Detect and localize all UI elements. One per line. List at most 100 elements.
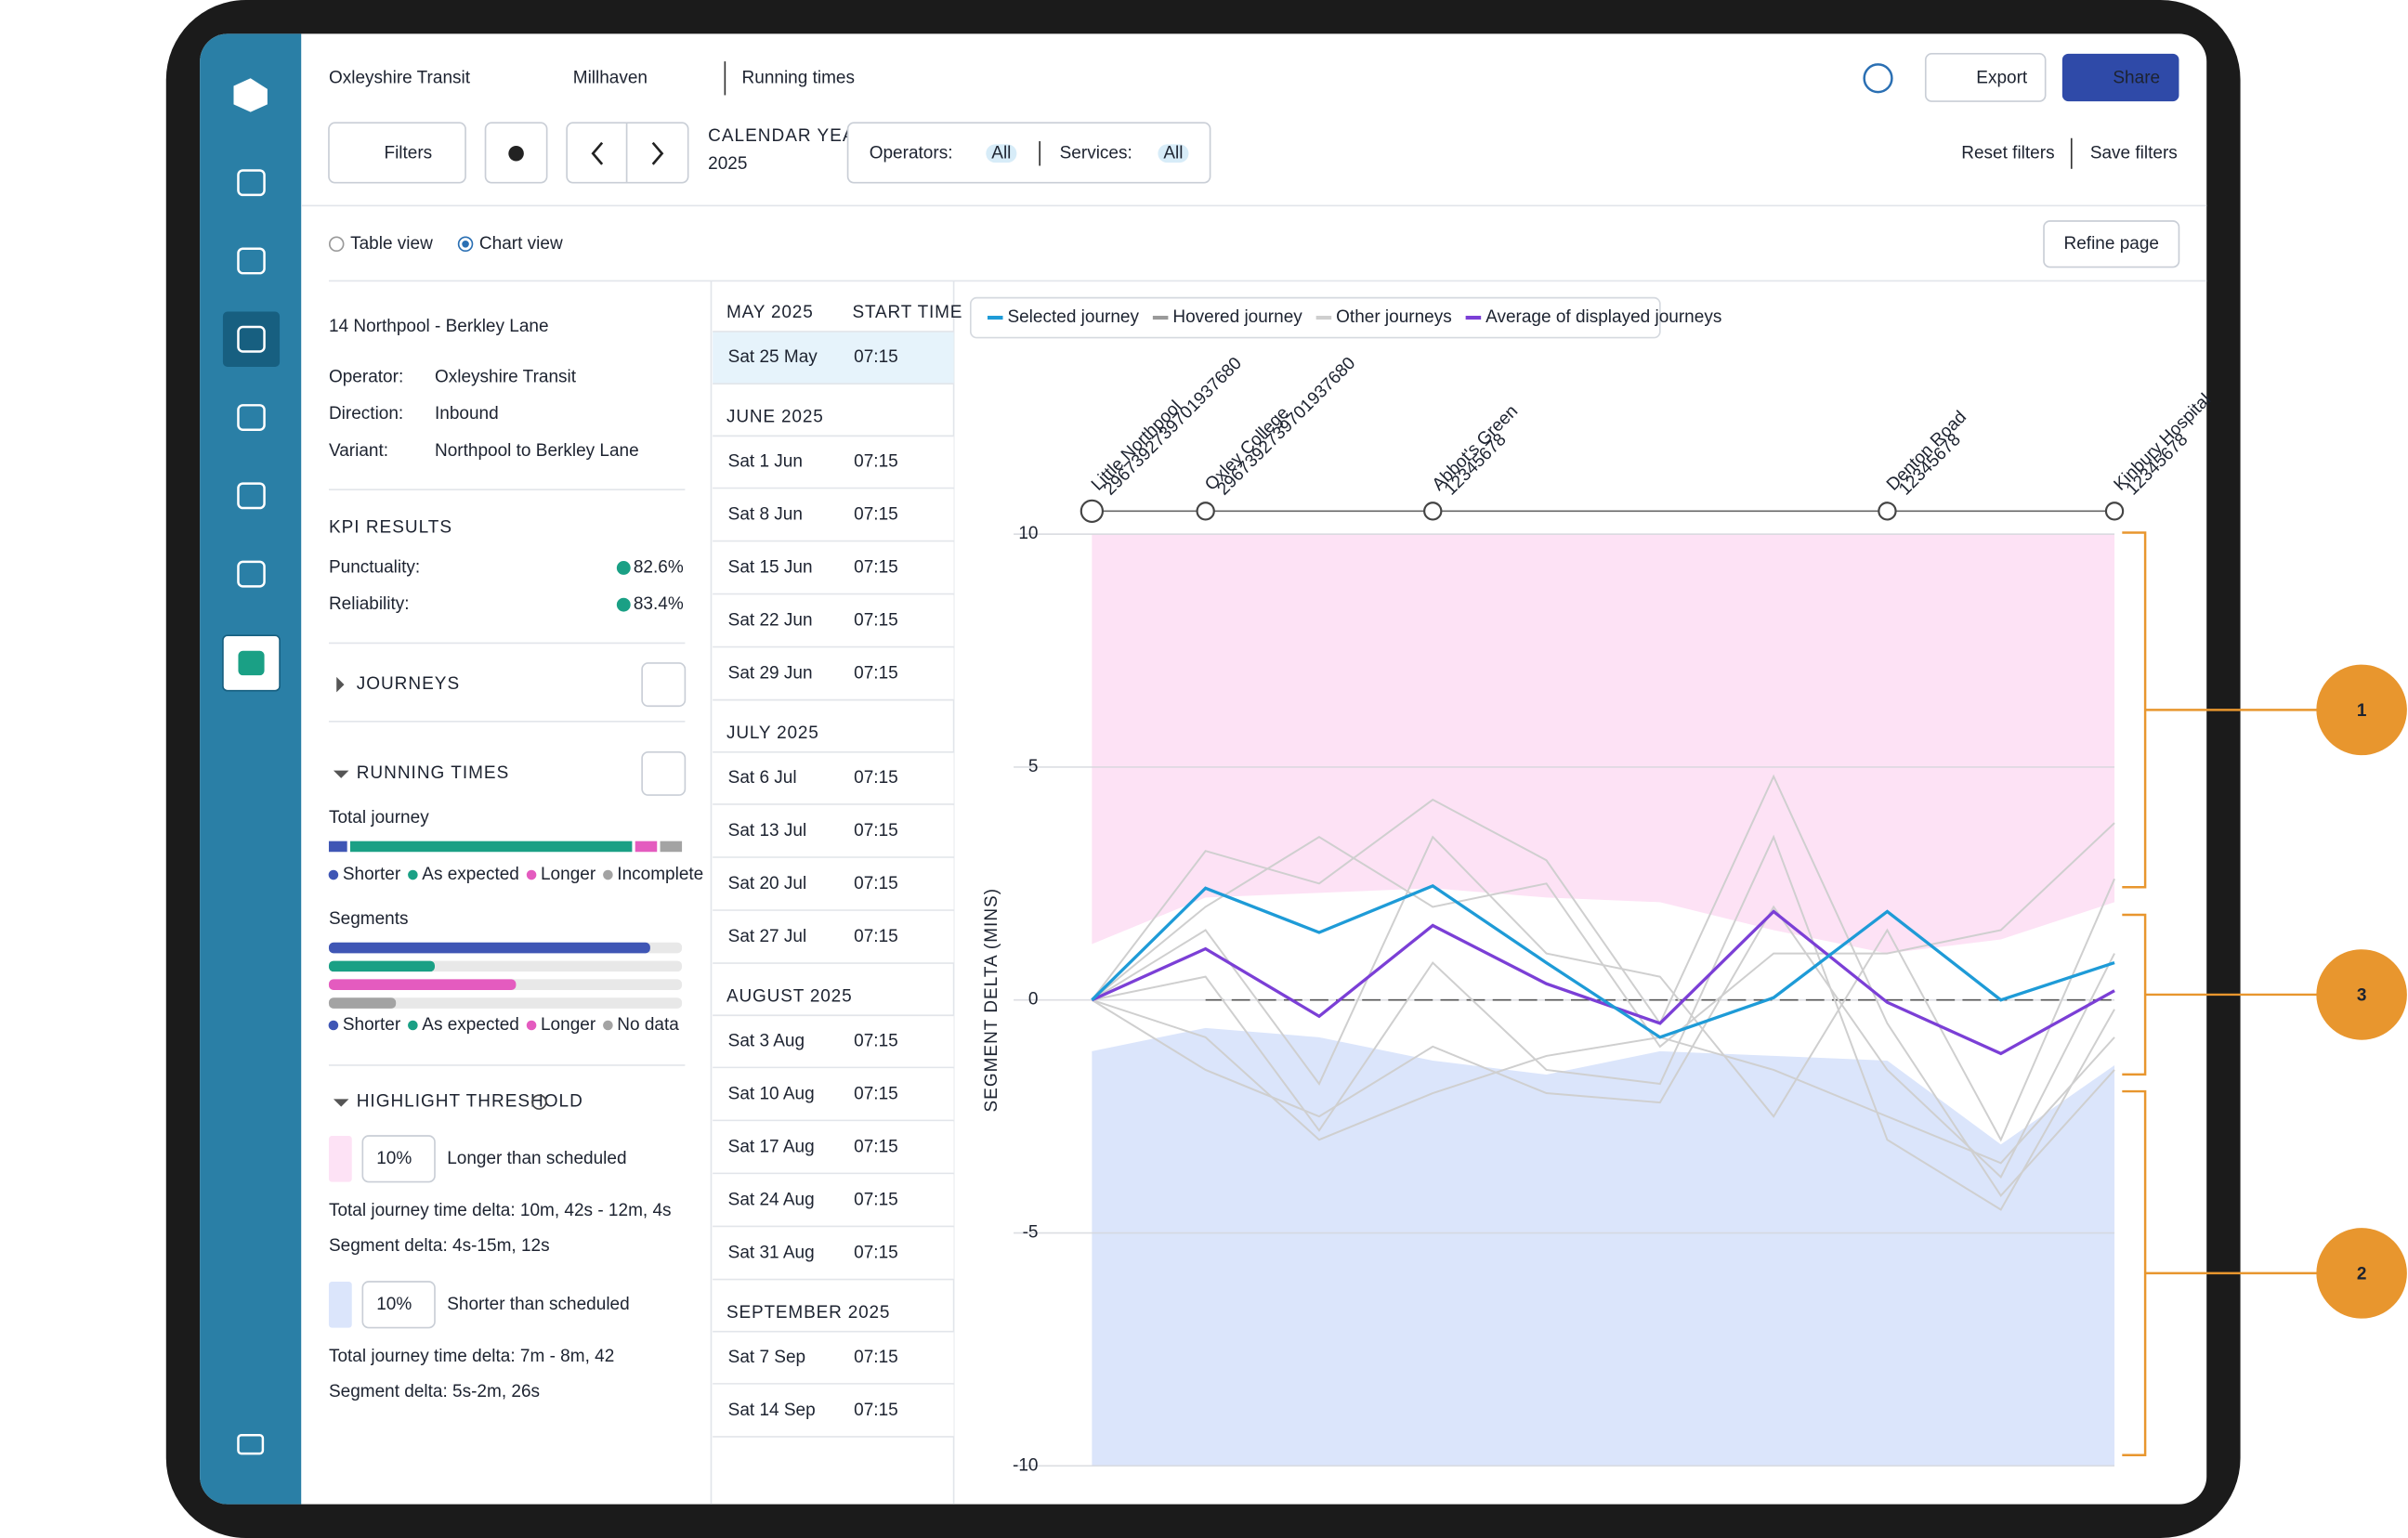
- stop-marker[interactable]: [1878, 502, 1897, 521]
- detail-value: Inbound: [435, 404, 499, 424]
- route-title: 14 Northpool - Berkley Lane: [329, 317, 549, 336]
- chart-view-option[interactable]: Chart view: [479, 234, 563, 254]
- collapse-icon[interactable]: [333, 1099, 349, 1107]
- threshold-input[interactable]: [361, 1281, 436, 1329]
- trip-row[interactable]: [713, 1331, 954, 1384]
- section-title: RUNNING TIMES: [357, 763, 510, 783]
- trip-time: 07:15: [854, 1401, 898, 1420]
- month-header: JULY 2025: [726, 723, 819, 743]
- prev-icon[interactable]: [591, 141, 604, 165]
- trip-row[interactable]: [713, 751, 954, 805]
- total-bar-segment: [328, 841, 347, 853]
- legend-label: Other journeys: [1336, 307, 1452, 327]
- sidebar: [200, 33, 302, 1505]
- trip-row[interactable]: [713, 541, 954, 594]
- nav-icon[interactable]: [237, 482, 266, 510]
- legend-label: Shorter: [343, 1015, 401, 1035]
- trip-row[interactable]: [713, 804, 954, 858]
- trip-date: Sat 7 Sep: [728, 1348, 805, 1367]
- threshold-swatch: [328, 1282, 352, 1328]
- trip-row[interactable]: [713, 1015, 954, 1068]
- legend-dot: [603, 1020, 613, 1031]
- export-button[interactable]: [1924, 53, 2047, 102]
- nav-icon[interactable]: [237, 404, 266, 431]
- threshold-value: 10%: [376, 1295, 412, 1314]
- trip-time: 07:15: [854, 1348, 898, 1367]
- save-filters[interactable]: Save filters: [2090, 143, 2178, 163]
- trip-row[interactable]: [713, 331, 954, 384]
- trip-row[interactable]: [713, 647, 954, 700]
- trip-date: Sat 14 Sep: [728, 1401, 816, 1420]
- trip-row[interactable]: [713, 1121, 954, 1174]
- help-button[interactable]: [1863, 63, 1893, 94]
- longer-band: [1092, 534, 2115, 954]
- nav-icon[interactable]: [237, 169, 266, 197]
- kpi-value: 82.6%: [634, 558, 684, 578]
- trip-row[interactable]: [713, 1384, 954, 1437]
- trip-row[interactable]: [713, 1227, 954, 1280]
- kpi-value: 83.4%: [634, 594, 684, 614]
- trip-row[interactable]: [713, 1068, 954, 1121]
- trip-time: 07:15: [854, 1190, 898, 1209]
- trip-row[interactable]: [713, 436, 954, 489]
- threshold-input[interactable]: [361, 1135, 436, 1183]
- annotation-number: 2: [2357, 1265, 2367, 1284]
- legend-label: Longer: [541, 1015, 596, 1035]
- filters-label: Filters: [384, 143, 432, 163]
- page-title: Running times: [742, 68, 855, 87]
- period-nav[interactable]: [566, 122, 689, 184]
- total-bar-segment: [635, 841, 658, 853]
- year-value: 2025: [708, 154, 747, 174]
- radio[interactable]: [328, 236, 345, 253]
- stop-marker[interactable]: [1196, 502, 1215, 521]
- bar-label: Segments: [329, 909, 409, 929]
- next-icon[interactable]: [651, 141, 664, 165]
- filters-button[interactable]: [328, 122, 466, 184]
- segment-bar: [328, 997, 397, 1009]
- table-view-option[interactable]: Table view: [350, 234, 433, 254]
- detail-label: Direction:: [329, 404, 403, 424]
- trip-time: 07:15: [854, 927, 898, 946]
- reset-filters[interactable]: Reset filters: [1961, 143, 2054, 163]
- stop-marker[interactable]: [1080, 499, 1104, 523]
- threshold-swatch: [328, 1135, 352, 1182]
- journeys-button[interactable]: [641, 662, 687, 708]
- trip-row[interactable]: [713, 594, 954, 647]
- running-times-button[interactable]: [641, 750, 687, 796]
- scope-filter[interactable]: [846, 122, 1211, 184]
- trip-time: 07:15: [854, 611, 898, 631]
- nav-icon[interactable]: [237, 247, 266, 275]
- detail-label: Variant:: [329, 441, 388, 461]
- y-tick-label: -10: [1013, 1455, 1038, 1475]
- trip-row[interactable]: [713, 489, 954, 541]
- month-header: JUNE 2025: [726, 408, 824, 427]
- org-dropdown[interactable]: Oxleyshire Transit: [329, 68, 471, 87]
- legend-box: [969, 296, 1661, 339]
- collapse-icon[interactable]: [333, 770, 349, 778]
- trip-time: 07:15: [854, 768, 898, 788]
- section-title: KPI RESULTS: [329, 518, 452, 538]
- trip-row[interactable]: [713, 910, 954, 964]
- logo: [233, 78, 268, 112]
- refine-button[interactable]: [2043, 220, 2180, 268]
- lock-icon[interactable]: [237, 1434, 265, 1455]
- stop-marker[interactable]: [1423, 502, 1443, 521]
- nav-icon[interactable]: [237, 325, 266, 353]
- expand-icon[interactable]: [336, 676, 345, 693]
- nav-icon[interactable]: [237, 560, 266, 588]
- threshold-segment: Segment delta: 5s-2m, 26s: [329, 1382, 540, 1401]
- trip-time: 07:15: [854, 664, 898, 684]
- trip-row[interactable]: [713, 857, 954, 911]
- share-button[interactable]: [2061, 53, 2179, 102]
- trip-time: 07:15: [854, 347, 898, 367]
- trip-date: Sat 31 Aug: [728, 1243, 815, 1262]
- trip-time: 07:15: [854, 558, 898, 578]
- legend-label: Hovered journey: [1172, 307, 1302, 327]
- radio-dot: [462, 240, 469, 248]
- area-dropdown[interactable]: Millhaven: [573, 68, 648, 87]
- stop-marker[interactable]: [2104, 502, 2125, 521]
- threshold-total: Total journey time delta: 7m - 8m, 42: [329, 1347, 614, 1366]
- legend-label: Selected journey: [1007, 307, 1139, 327]
- trip-row[interactable]: [713, 1174, 954, 1227]
- trip-date: Sat 8 Jun: [728, 504, 803, 524]
